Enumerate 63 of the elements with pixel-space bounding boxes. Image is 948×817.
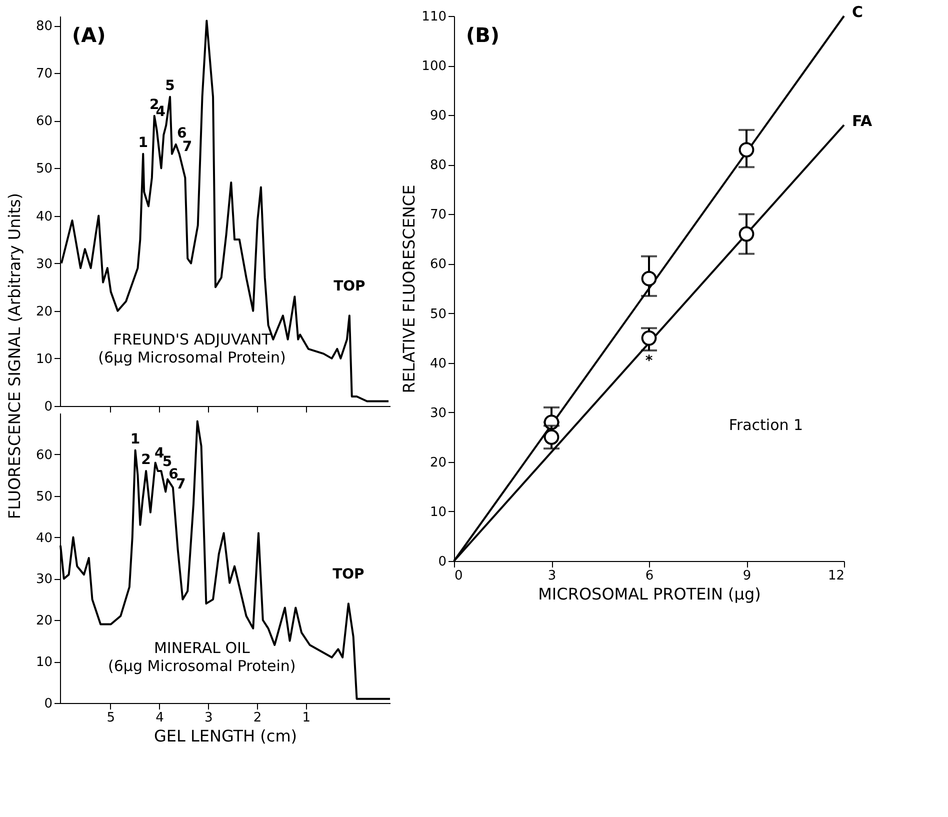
y-tick-label: 60 <box>36 448 52 463</box>
x-axis-title: MICROSOMAL PROTEIN (μg) <box>538 584 761 604</box>
y-tick-label: 80 <box>36 19 52 34</box>
x-tick-label: 2 <box>253 710 262 726</box>
x-tick-label: 3 <box>548 568 556 584</box>
x-tick-label: 4 <box>156 710 164 726</box>
y-tick-label: 30 <box>36 572 52 588</box>
annotation: * <box>645 353 654 370</box>
y-tick-label: 60 <box>430 257 446 272</box>
x-tick-label: 1 <box>302 710 311 726</box>
annotation: FREUND'S ADJUVANT <box>113 330 272 349</box>
y-tick-label: 40 <box>36 530 52 546</box>
annotation: MINERAL OIL <box>154 638 250 657</box>
y-tick-label: 0 <box>44 696 52 712</box>
annotation: 7 <box>182 138 192 155</box>
x-tick-label: 0 <box>454 568 463 584</box>
x-axis-title: GEL LENGTH (cm) <box>154 726 298 746</box>
y-tick-label: 70 <box>36 66 52 82</box>
x-tick-label: 12 <box>828 568 844 584</box>
y-tick-label: 30 <box>430 406 446 421</box>
x-tick-label: 5 <box>106 710 115 726</box>
annotation: Fraction 1 <box>728 416 804 434</box>
annotation: (6μg Microsomal Protein) <box>98 348 286 367</box>
annotation: 2 <box>141 452 151 468</box>
annotation: 5 <box>165 78 175 94</box>
y-tick-label: 100 <box>422 59 446 74</box>
y-tick-label: 40 <box>430 356 446 372</box>
y-tick-label: 30 <box>36 256 52 272</box>
y-tick-label: 110 <box>422 10 446 24</box>
y-axis-title: FLUORESCENCE SIGNAL (Arbitrary Units) <box>5 192 24 520</box>
annotation: TOP <box>332 566 364 583</box>
y-axis-title: RELATIVE FLUORESCENCE <box>400 184 419 394</box>
x-tick-label: 9 <box>742 568 752 584</box>
y-tick-label: 10 <box>36 352 52 367</box>
y-tick-label: 0 <box>44 400 52 414</box>
y-tick-label: 90 <box>430 108 446 124</box>
chart-title: (B) <box>466 23 500 47</box>
series-label: C <box>852 3 864 21</box>
annotation: 7 <box>176 476 186 493</box>
y-tick-label: 70 <box>430 208 446 223</box>
y-tick-label: 60 <box>36 114 52 130</box>
x-tick-label: 3 <box>204 710 213 726</box>
y-tick-label: 40 <box>36 209 52 224</box>
annotation: 1 <box>138 134 148 151</box>
y-tick-label: 80 <box>430 158 446 174</box>
annotation: (6μg Microsomal Protein) <box>108 656 296 675</box>
annotation: 1 <box>130 431 140 448</box>
x-tick-label: 6 <box>645 568 654 584</box>
annotation: 4 <box>154 446 164 462</box>
y-tick-label: 0 <box>438 554 446 570</box>
y-tick-label: 50 <box>430 306 446 322</box>
annotation: 6 <box>168 466 178 482</box>
series-label: FA <box>852 112 873 130</box>
y-tick-label: 50 <box>36 489 52 504</box>
chart-title: (A) <box>72 23 106 47</box>
y-tick-label: 20 <box>430 455 446 470</box>
y-tick-label: 20 <box>36 614 52 629</box>
annotation: 6 <box>176 125 187 142</box>
y-tick-label: 10 <box>430 504 446 520</box>
annotation: TOP <box>334 278 366 295</box>
y-tick-label: 10 <box>36 655 52 670</box>
y-tick-label: 20 <box>36 304 52 320</box>
y-tick-label: 50 <box>36 162 52 177</box>
